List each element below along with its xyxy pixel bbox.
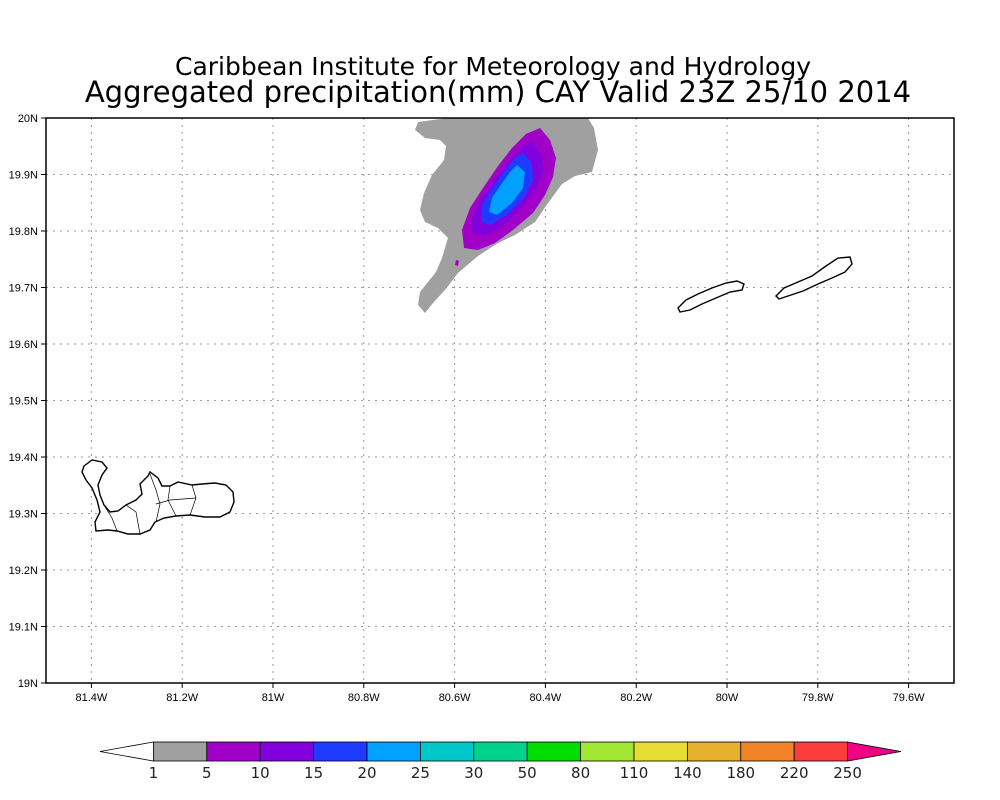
colorbar-tick-label: 5 (202, 764, 212, 782)
colorbar-tick-label: 50 (518, 764, 537, 782)
precipitation-colorbar: 1 5 10 15 20 25 30 50 80 110 140 180 220 250 (99, 741, 902, 782)
map-frame (45, 117, 955, 684)
lat-tick-label: 19.6N (9, 339, 38, 351)
colorbar-tick-label: 1 (149, 764, 159, 782)
lat-tick-label: 19.7N (9, 283, 38, 295)
colorbar-tick-label: 250 (833, 764, 862, 782)
precipitation-cell (415, 118, 598, 313)
colorbar-tick-label: 20 (357, 764, 376, 782)
cayman-brac-island (775, 256, 853, 300)
lon-tick-label: 80.6W (439, 692, 471, 704)
lon-tick-label: 79.6W (893, 692, 925, 704)
colorbar-swatch (793, 741, 849, 762)
lat-tick-label: 19.9N (9, 170, 38, 182)
lat-tick-label: 20N (18, 113, 38, 125)
colorbar-swatch (580, 741, 635, 762)
colorbar-swatch (206, 741, 261, 762)
colorbar-swatch (259, 741, 315, 762)
map-axis-ticks: 81.4W 81.2W 81W 80.8W 80.6W 80.4W 80.2W 80W 79.8… (9, 113, 925, 704)
lon-tick-label: 80W (716, 692, 739, 704)
lat-tick-label: 19.3N (9, 509, 38, 521)
lat-tick-label: 19.4N (9, 452, 38, 464)
lon-tick-label: 80.8W (348, 692, 380, 704)
map-plot-area: 81.4W 81.2W 81W 80.8W 80.6W 80.4W 80.2W 80W 79.8… (9, 113, 955, 704)
lat-tick-label: 19N (18, 678, 38, 690)
colorbar-swatch (366, 741, 421, 762)
chart-subtitle: Aggregated precipitation(mm) CAY Valid 2… (85, 75, 911, 109)
colorbar-tick-label: 25 (411, 764, 430, 782)
colorbar-tick-label: 80 (571, 764, 590, 782)
lat-tick-label: 19.5N (9, 396, 38, 408)
colorbar-high-arrow (847, 741, 902, 762)
colorbar-tick-label: 15 (304, 764, 323, 782)
colorbar-tick-label: 220 (780, 764, 809, 782)
colorbar-tick-label: 30 (464, 764, 483, 782)
precip-contour-20-25mm (489, 165, 525, 215)
lon-tick-label: 80.4W (530, 692, 562, 704)
colorbar-low-arrow (99, 741, 154, 762)
colorbar-tick-label: 180 (726, 764, 755, 782)
colorbar-swatch (687, 741, 742, 762)
lon-tick-label: 79.8W (802, 692, 834, 704)
precip-contour-5-10mm-small (455, 260, 459, 266)
grand-cayman-island (81, 459, 235, 535)
lon-tick-label: 81W (262, 692, 285, 704)
colorbar-swatch (313, 741, 368, 762)
colorbar-swatch (152, 741, 208, 762)
little-cayman-island (677, 280, 745, 313)
colorbar-tick-label: 110 (620, 764, 649, 782)
lon-tick-label: 81.4W (76, 692, 108, 704)
institute-title: Caribbean Institute for Meteorology and … (175, 52, 811, 81)
colorbar-tick-label: 140 (673, 764, 702, 782)
lat-tick-label: 19.1N (9, 622, 38, 634)
colorbar-swatch (740, 741, 795, 762)
colorbar-swatch (419, 741, 475, 762)
lon-tick-label: 80.2W (620, 692, 652, 704)
lat-tick-label: 19.2N (9, 565, 38, 577)
lon-tick-label: 81.2W (166, 692, 198, 704)
lat-tick-label: 19.8N (9, 226, 38, 238)
colorbar-swatch (526, 741, 582, 762)
colorbar-tick-label: 10 (251, 764, 270, 782)
colorbar-swatch (633, 741, 688, 762)
colorbar-swatch (473, 741, 528, 762)
